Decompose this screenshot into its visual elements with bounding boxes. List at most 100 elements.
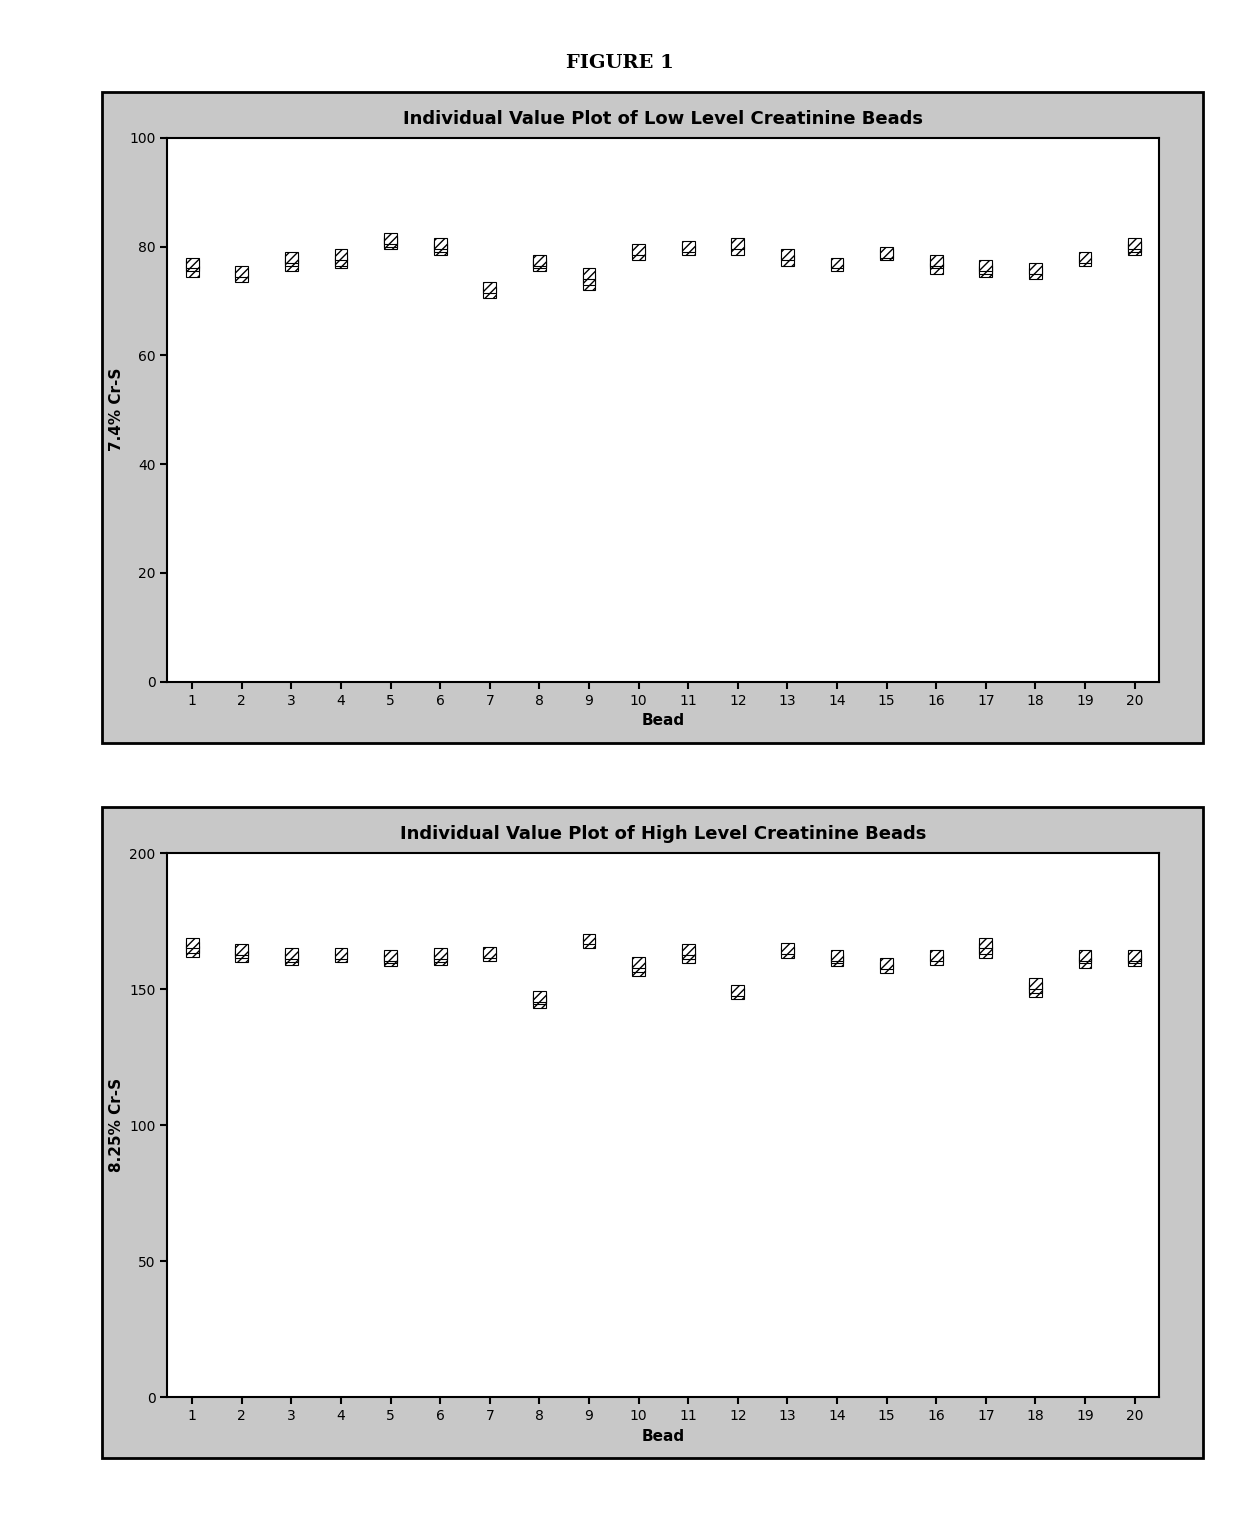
FancyBboxPatch shape [236, 947, 248, 958]
FancyBboxPatch shape [484, 288, 496, 299]
FancyBboxPatch shape [285, 260, 298, 271]
FancyBboxPatch shape [880, 247, 893, 257]
FancyBboxPatch shape [732, 985, 744, 996]
FancyBboxPatch shape [781, 254, 794, 265]
FancyBboxPatch shape [980, 264, 992, 274]
FancyBboxPatch shape [434, 951, 446, 962]
FancyBboxPatch shape [285, 948, 298, 959]
FancyBboxPatch shape [831, 257, 843, 268]
FancyBboxPatch shape [1079, 950, 1091, 961]
FancyBboxPatch shape [236, 271, 248, 282]
FancyBboxPatch shape [1029, 268, 1042, 279]
FancyBboxPatch shape [831, 956, 843, 967]
FancyBboxPatch shape [980, 944, 992, 954]
FancyBboxPatch shape [1029, 264, 1042, 274]
FancyBboxPatch shape [533, 993, 546, 1005]
FancyBboxPatch shape [1029, 979, 1042, 990]
FancyBboxPatch shape [285, 253, 298, 264]
FancyBboxPatch shape [781, 250, 794, 260]
FancyBboxPatch shape [583, 938, 595, 948]
FancyBboxPatch shape [186, 942, 198, 953]
FancyBboxPatch shape [533, 254, 546, 265]
X-axis label: Bead: Bead [642, 1428, 684, 1443]
FancyBboxPatch shape [533, 991, 546, 1002]
FancyBboxPatch shape [732, 244, 744, 254]
FancyBboxPatch shape [880, 250, 893, 260]
FancyBboxPatch shape [831, 260, 843, 271]
FancyBboxPatch shape [335, 951, 347, 962]
FancyBboxPatch shape [682, 948, 694, 959]
FancyBboxPatch shape [583, 274, 595, 285]
FancyBboxPatch shape [285, 254, 298, 265]
FancyBboxPatch shape [831, 950, 843, 961]
FancyBboxPatch shape [384, 233, 397, 244]
FancyBboxPatch shape [384, 956, 397, 967]
FancyBboxPatch shape [732, 988, 744, 999]
FancyBboxPatch shape [1029, 982, 1042, 993]
FancyBboxPatch shape [484, 950, 496, 961]
FancyBboxPatch shape [533, 997, 546, 1008]
FancyBboxPatch shape [632, 250, 645, 260]
FancyBboxPatch shape [1128, 241, 1141, 253]
FancyBboxPatch shape [880, 962, 893, 973]
FancyBboxPatch shape [384, 239, 397, 250]
FancyBboxPatch shape [682, 953, 694, 964]
FancyBboxPatch shape [335, 948, 347, 959]
FancyBboxPatch shape [434, 239, 446, 250]
FancyBboxPatch shape [930, 264, 942, 274]
FancyBboxPatch shape [186, 260, 198, 271]
FancyBboxPatch shape [1079, 253, 1091, 264]
FancyBboxPatch shape [1079, 956, 1091, 968]
FancyBboxPatch shape [980, 938, 992, 948]
FancyBboxPatch shape [1128, 956, 1141, 967]
FancyBboxPatch shape [335, 250, 347, 260]
FancyBboxPatch shape [583, 268, 595, 279]
FancyBboxPatch shape [980, 260, 992, 271]
FancyBboxPatch shape [186, 257, 198, 268]
FancyBboxPatch shape [682, 244, 694, 254]
FancyBboxPatch shape [533, 257, 546, 268]
FancyBboxPatch shape [1128, 950, 1141, 961]
FancyBboxPatch shape [384, 953, 397, 964]
Text: FIGURE 1: FIGURE 1 [567, 54, 673, 72]
FancyBboxPatch shape [186, 265, 198, 277]
FancyBboxPatch shape [1128, 953, 1141, 964]
FancyBboxPatch shape [1029, 987, 1042, 997]
FancyBboxPatch shape [236, 951, 248, 962]
FancyBboxPatch shape [980, 265, 992, 277]
FancyBboxPatch shape [781, 947, 794, 958]
FancyBboxPatch shape [781, 944, 794, 954]
FancyBboxPatch shape [484, 282, 496, 293]
FancyBboxPatch shape [632, 244, 645, 254]
FancyBboxPatch shape [285, 954, 298, 965]
FancyBboxPatch shape [682, 944, 694, 956]
Y-axis label: 7.4% Cr-S: 7.4% Cr-S [109, 368, 124, 452]
FancyBboxPatch shape [583, 933, 595, 944]
FancyBboxPatch shape [285, 951, 298, 962]
FancyBboxPatch shape [335, 254, 347, 265]
FancyBboxPatch shape [632, 965, 645, 976]
FancyBboxPatch shape [186, 945, 198, 956]
FancyBboxPatch shape [880, 958, 893, 968]
FancyBboxPatch shape [335, 257, 347, 268]
FancyBboxPatch shape [484, 947, 496, 958]
FancyBboxPatch shape [1079, 953, 1091, 964]
FancyBboxPatch shape [930, 954, 942, 965]
FancyBboxPatch shape [930, 950, 942, 961]
FancyBboxPatch shape [632, 961, 645, 971]
FancyBboxPatch shape [1128, 239, 1141, 250]
FancyBboxPatch shape [682, 241, 694, 253]
X-axis label: Bead: Bead [642, 712, 684, 728]
Title: Individual Value Plot of High Level Creatinine Beads: Individual Value Plot of High Level Crea… [401, 826, 926, 844]
FancyBboxPatch shape [434, 954, 446, 965]
FancyBboxPatch shape [236, 265, 248, 277]
FancyBboxPatch shape [831, 953, 843, 964]
FancyBboxPatch shape [434, 241, 446, 253]
Title: Individual Value Plot of Low Level Creatinine Beads: Individual Value Plot of Low Level Creat… [403, 110, 924, 129]
FancyBboxPatch shape [632, 956, 645, 968]
FancyBboxPatch shape [930, 257, 942, 268]
FancyBboxPatch shape [384, 236, 397, 247]
FancyBboxPatch shape [1128, 244, 1141, 254]
FancyBboxPatch shape [434, 948, 446, 959]
FancyBboxPatch shape [533, 260, 546, 271]
